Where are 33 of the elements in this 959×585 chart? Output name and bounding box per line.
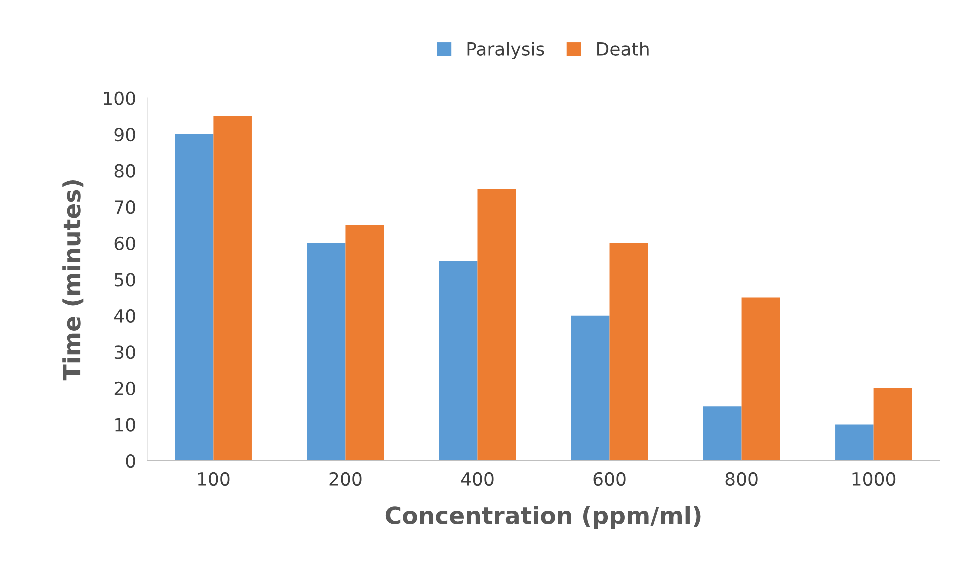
bar	[836, 424, 874, 461]
y-tick-label: 60	[114, 236, 136, 250]
y-tick-label: 80	[114, 164, 136, 178]
y-axis-title: Time (minutes)	[62, 180, 84, 381]
x-tick-label: 800	[726, 472, 758, 486]
bar	[307, 243, 346, 461]
y-tick-label: 30	[114, 346, 136, 360]
y-tick-label: 100	[104, 92, 136, 106]
bar	[704, 406, 742, 461]
y-tick-label: 90	[114, 128, 136, 142]
bar	[610, 243, 648, 461]
x-tick-label: 600	[594, 472, 626, 486]
bar	[571, 316, 610, 461]
legend-label: Death	[598, 42, 649, 56]
bar	[874, 388, 912, 461]
bar	[175, 134, 214, 461]
y-tick-label: 0	[126, 454, 136, 468]
y-tick-label: 50	[114, 273, 136, 287]
x-axis-title: Concentration (ppm/ml)	[386, 506, 701, 530]
x-tick-label: 200	[330, 472, 362, 486]
legend-label: Paralysis	[468, 42, 544, 60]
x-tick-label: 100	[198, 472, 230, 486]
bar	[346, 225, 384, 461]
bar	[214, 116, 252, 461]
y-tick-label: 40	[114, 309, 136, 324]
y-tick-label: 70	[115, 200, 136, 214]
x-tick-label: 1000	[852, 472, 896, 486]
bar	[478, 188, 516, 461]
y-tick-label: 20	[114, 382, 136, 396]
bar	[742, 298, 780, 461]
x-tick-label: 400	[461, 472, 494, 486]
bar	[439, 261, 478, 461]
y-tick-label: 10	[116, 418, 136, 432]
